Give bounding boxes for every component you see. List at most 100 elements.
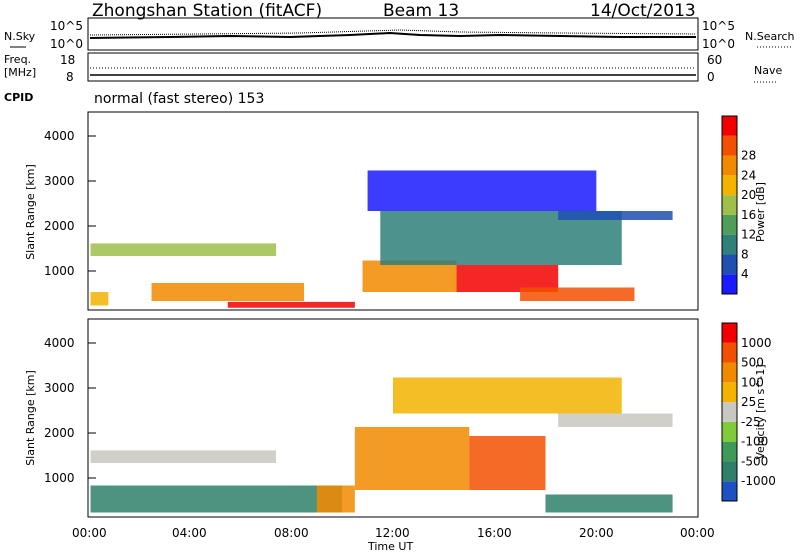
velocity-ytick-label-1000: 1000	[44, 471, 75, 485]
velocity-colorbar: 1000 500 100 25 -25 -100 -500 -1000	[721, 322, 776, 502]
velocity-y-ticks: 1000 2000 3000 4000	[44, 336, 96, 485]
power-colorbar-tick-3: 16	[741, 208, 756, 222]
freq-label-line2: [MHz]	[4, 66, 36, 79]
velocity-colorbar-segment-1	[722, 461, 737, 482]
beam-label: Beam 13	[383, 1, 459, 21]
freq-tick-top: 18	[60, 53, 75, 67]
power-colorbar-tick-6: 28	[741, 149, 756, 163]
power-colorbar-tick-2: 12	[741, 228, 756, 242]
power-colorbar-segment-2	[722, 234, 737, 255]
power-region-0	[90, 243, 277, 256]
power-colorbar-tick-5: 24	[741, 168, 756, 182]
power-region-3	[227, 301, 355, 308]
power-colorbar-segment-1	[722, 254, 737, 275]
nsky-label: N.Sky	[4, 30, 36, 43]
freq-label-line1: Freq.	[4, 53, 31, 66]
xtick-label-0000-end: 00:00	[680, 526, 715, 540]
power-ytick-label-4000: 4000	[44, 129, 75, 143]
power-colorbar-segment-4	[722, 195, 737, 215]
velocity-region-0	[90, 450, 277, 463]
nsky-trace	[89, 31, 696, 39]
velocity-colorbar-tick-0: 1000	[741, 336, 772, 350]
nsky-tick-bottom: 10^0	[50, 37, 83, 51]
power-y-axis-label: Slant Range [km]	[24, 164, 37, 260]
power-data	[90, 170, 673, 308]
nsearch-trace	[89, 29, 697, 36]
velocity-panel: 1000 2000 3000 4000 Slant Range [km] 100…	[24, 318, 776, 518]
velocity-plot-frame	[87, 318, 699, 518]
nsearch-tick-top: 10^5	[702, 19, 735, 33]
velocity-region-6	[558, 413, 673, 427]
x-axis: 00:00 04:00 08:00 12:00 16:00 20:00 00:0…	[72, 526, 715, 553]
velocity-colorbar-segment-4	[722, 402, 737, 422]
velocity-colorbar-tick-7: -1000	[741, 474, 776, 488]
xtick-label-0000: 00:00	[72, 526, 107, 540]
xtick-label-1600: 16:00	[477, 526, 512, 540]
power-ytick-label-3000: 3000	[44, 174, 75, 188]
velocity-region-4	[469, 436, 546, 490]
nave-label: Nave	[754, 64, 782, 77]
power-colorbar-segment-5	[722, 175, 737, 196]
power-plot-frame	[87, 111, 699, 311]
velocity-ytick-label-4000: 4000	[44, 336, 75, 350]
power-colorbar-label: Power [dB]	[754, 182, 767, 242]
velocity-region-5	[545, 494, 673, 513]
velocity-ytick-label-2000: 2000	[44, 426, 75, 440]
velocity-colorbar-segment-0	[722, 481, 737, 501]
velocity-colorbar-segment-7	[722, 342, 737, 363]
cpid-text: normal (fast stereo) 153	[94, 91, 264, 107]
power-ytick-label-1000: 1000	[44, 264, 75, 278]
power-colorbar-segment-8	[722, 116, 737, 136]
velocity-region-3	[354, 427, 470, 490]
power-region-1	[90, 292, 109, 306]
power-colorbar-tick-0: 4	[741, 267, 749, 281]
power-region-8	[558, 211, 673, 220]
date-label: 14/Oct/2013	[590, 1, 696, 21]
xtick-label-1200: 12:00	[375, 526, 410, 540]
cpid-label: CPID	[4, 91, 33, 104]
velocity-y-axis-label: Slant Range [km]	[24, 370, 37, 466]
velocity-colorbar-segment-6	[722, 362, 737, 383]
velocity-region-2	[316, 485, 355, 513]
power-colorbar-tick-1: 8	[741, 247, 749, 261]
velocity-colorbar-tick-1: 500	[741, 356, 764, 370]
freq-panel	[87, 52, 699, 82]
power-colorbar-segment-7	[722, 135, 737, 156]
xtick-label-0800: 08:00	[274, 526, 309, 540]
nsky-tick-top: 10^5	[50, 19, 83, 33]
power-colorbar-frame	[721, 115, 738, 295]
power-panel: 1000 2000 3000 4000 Slant Range [km] 4 8 1…	[24, 111, 767, 311]
velocity-colorbar-label: Velocity [m s^-1]	[754, 364, 767, 459]
velocity-region-1	[90, 485, 343, 513]
power-ytick-label-2000: 2000	[44, 219, 75, 233]
xtick-label-0400: 04:00	[172, 526, 207, 540]
power-colorbar: 4 8 12 16 20 24 28	[721, 115, 756, 295]
power-colorbar-segment-6	[722, 155, 737, 176]
nave-tick-bottom: 0	[707, 70, 715, 84]
velocity-colorbar-tick-2: 100	[741, 375, 764, 389]
nsky-panel	[87, 17, 699, 51]
freq-tick-bottom: 8	[66, 70, 74, 84]
velocity-region-7	[393, 377, 622, 414]
power-region-6	[520, 287, 635, 301]
power-colorbar-segment-0	[722, 274, 737, 294]
nave-tick-top: 60	[707, 53, 722, 67]
power-colorbar-segment-3	[722, 214, 737, 235]
power-region-4	[362, 260, 457, 292]
velocity-colorbar-segment-8	[722, 323, 737, 343]
xtick-label-2000: 20:00	[579, 526, 614, 540]
station-title: Zhongshan Station (fitACF)	[92, 1, 322, 21]
power-region-9	[367, 170, 597, 211]
power-y-ticks: 1000 2000 3000 4000	[44, 129, 96, 278]
velocity-colorbar-tick-6: -500	[741, 454, 768, 468]
velocity-colorbar-segment-2	[722, 441, 737, 462]
power-colorbar-tick-4: 20	[741, 188, 756, 202]
velocity-colorbar-frame	[721, 322, 738, 502]
velocity-colorbar-segment-3	[722, 421, 737, 442]
velocity-colorbar-tick-3: 25	[741, 395, 756, 409]
velocity-ytick-label-3000: 3000	[44, 381, 75, 395]
nsearch-label: N.Search	[745, 30, 795, 43]
velocity-colorbar-tick-5: -100	[741, 435, 768, 449]
velocity-colorbar-segment-5	[722, 382, 737, 403]
